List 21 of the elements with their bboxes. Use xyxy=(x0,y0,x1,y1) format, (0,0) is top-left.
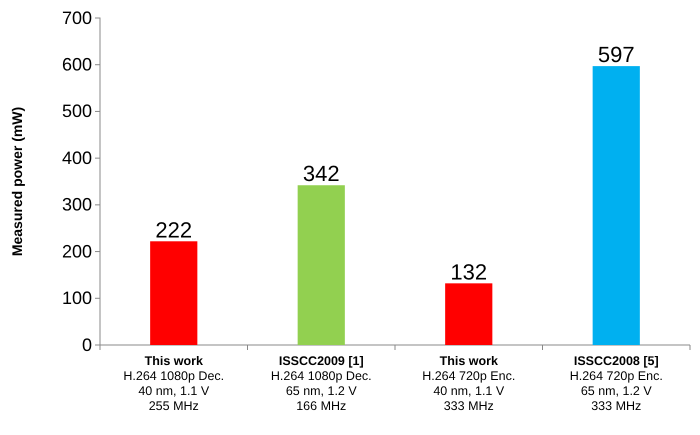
y-tick-label: 100 xyxy=(62,288,92,308)
bar xyxy=(150,241,198,345)
y-tick-label: 600 xyxy=(62,54,92,74)
y-tick-label: 400 xyxy=(62,148,92,168)
bar xyxy=(445,283,492,345)
x-tick-label: This work H.264 720p Enc. 40 nm, 1.1 V 333 MHz xyxy=(422,354,516,413)
data-label: 597 xyxy=(598,42,635,68)
x-tick-label: ISSCC2008 [5] H.264 720p Enc. 65 nm, 1.2 V 333 MHz xyxy=(570,354,663,413)
y-tick-label: 700 xyxy=(62,8,92,28)
data-label: 132 xyxy=(450,259,488,284)
y-tick-label: 500 xyxy=(62,101,92,122)
data-label: 342 xyxy=(302,161,340,186)
y-axis-title: Measured power (mW) xyxy=(9,106,25,256)
x-tick-label: ISSCC2009 [1] H.264 1080p Dec. 65 nm, 1.2 V 166 MHz xyxy=(270,354,372,413)
x-tick-label: This work H.264 1080p Dec. 40 nm, 1.1 V 255 MHz xyxy=(123,354,224,413)
bar xyxy=(298,185,345,345)
y-tick-label: 200 xyxy=(62,241,92,262)
bar xyxy=(592,66,640,345)
y-tick-label: 0 xyxy=(82,334,92,355)
data-label: 222 xyxy=(155,217,192,242)
y-tick-label: 300 xyxy=(62,194,92,215)
